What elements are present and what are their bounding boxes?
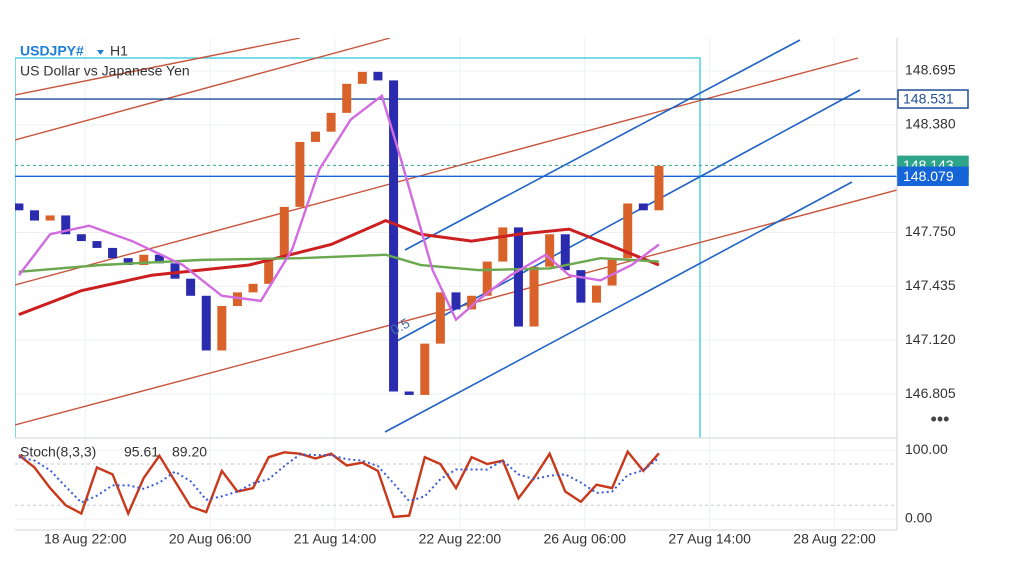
channel-line [384, 181, 853, 433]
candle [217, 306, 227, 351]
candle [342, 83, 352, 113]
stoch-k-readout: 95.61 [124, 444, 159, 460]
menu-button[interactable]: ••• [931, 409, 950, 429]
price-label-box [897, 89, 969, 109]
candle [30, 210, 40, 221]
candle [76, 234, 86, 242]
moving-average [18, 253, 660, 274]
candle [154, 254, 164, 264]
trend-line [15, 38, 391, 141]
x-tick-label: 27 Aug 14:00 [668, 531, 751, 547]
candle [170, 263, 180, 279]
y-tick-label: 147.120 [905, 331, 956, 347]
moving-average [18, 218, 660, 316]
x-tick-label: 20 Aug 06:00 [169, 531, 252, 547]
stoch-d-readout: 89.20 [172, 444, 207, 460]
candle [61, 215, 71, 235]
candle [482, 261, 492, 296]
stoch-line [18, 449, 660, 519]
candle [623, 203, 633, 259]
stoch-label: Stoch(8,3,3) [20, 444, 96, 460]
candle [45, 215, 55, 221]
x-tick-label: 21 Aug 14:00 [294, 531, 377, 547]
subtitle: US Dollar vs Japanese Yen [20, 63, 190, 79]
candle [420, 343, 430, 395]
candle [545, 234, 555, 267]
symbol[interactable]: USDJPY# [20, 43, 84, 59]
candle [326, 112, 336, 132]
stoch-tick-label: 0.00 [905, 510, 932, 526]
rectangle-drawing [15, 57, 701, 438]
price-label: 148.531 [903, 91, 954, 107]
candle [139, 254, 149, 266]
candle [435, 292, 445, 344]
trend-line [15, 57, 859, 286]
y-tick-label: 148.380 [905, 116, 956, 132]
candle [357, 71, 367, 84]
candle [264, 258, 274, 284]
candle [15, 203, 24, 211]
candle [389, 80, 399, 392]
candle [591, 285, 601, 303]
moving-average [17, 93, 660, 322]
candle [279, 206, 289, 259]
x-tick-label: 26 Aug 06:00 [544, 531, 627, 547]
candle [404, 391, 414, 395]
trend-line [15, 38, 301, 96]
candle [108, 247, 118, 259]
dropdown-icon[interactable] [97, 50, 104, 55]
y-tick-label: 147.435 [905, 277, 956, 293]
candle [607, 258, 617, 286]
stoch-tick-label: 100.00 [905, 441, 948, 457]
timeframe[interactable]: H1 [110, 43, 128, 59]
stoch-plot [15, 449, 897, 519]
stoch-legend: Stoch(8,3,3) 95.61 89.20 [20, 444, 207, 460]
candle [186, 278, 196, 296]
candle [295, 141, 305, 207]
y-tick-label: 148.695 [905, 62, 956, 78]
candle [638, 203, 648, 211]
candle [654, 165, 664, 211]
y-tick-label: 146.805 [905, 385, 956, 401]
candle [467, 295, 477, 310]
candle [451, 292, 461, 310]
candle [232, 292, 242, 307]
candle [513, 227, 523, 327]
price-label-box [897, 166, 969, 187]
candle [498, 227, 508, 262]
candle [123, 258, 133, 266]
candle [529, 266, 539, 327]
price-label: 148.079 [903, 168, 954, 184]
x-tick-label: 18 Aug 22:00 [44, 531, 127, 547]
x-tick-label: 28 Aug 22:00 [793, 531, 876, 547]
candle [373, 71, 383, 81]
candle [560, 234, 570, 271]
y-tick-label: 147.750 [905, 223, 956, 239]
candle [311, 131, 321, 142]
channel-line [404, 39, 801, 251]
x-tick-label: 22 Aug 22:00 [419, 531, 502, 547]
candle [248, 283, 258, 293]
candle [92, 241, 102, 248]
candle [576, 270, 586, 303]
stoch-line [18, 453, 660, 504]
candle [201, 295, 211, 351]
price-plot [15, 71, 897, 395]
